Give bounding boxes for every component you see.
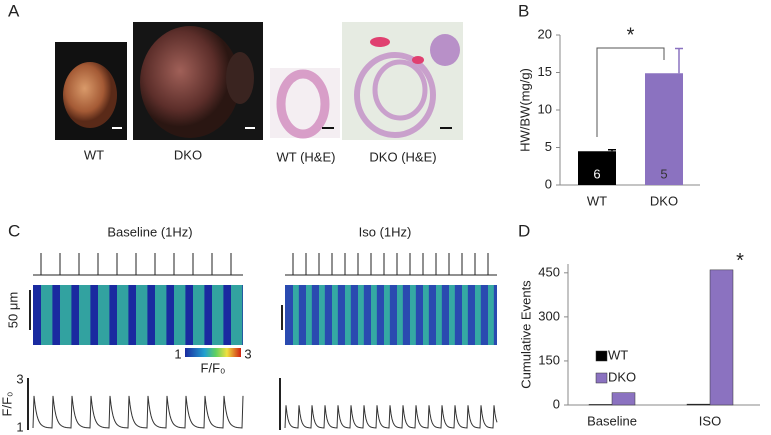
bar	[686, 403, 711, 406]
legend-label: DKO	[608, 369, 636, 384]
panel-label: A	[8, 1, 20, 20]
y-tick-label: 0	[545, 176, 552, 191]
y-tick-label: 450	[538, 264, 560, 279]
y-tick-label: 150	[538, 352, 560, 367]
n-label: 5	[660, 166, 667, 181]
stripe	[449, 285, 455, 345]
stripe	[136, 285, 148, 345]
significance: *	[736, 250, 744, 272]
trace-tick: 3	[16, 371, 23, 386]
significance-bracket	[596, 47, 665, 137]
legend-swatch	[595, 372, 608, 384]
trace	[284, 405, 498, 429]
bar	[611, 392, 636, 406]
colorbar-label: 1	[174, 346, 181, 361]
stripe	[423, 285, 429, 345]
stripe	[41, 285, 53, 345]
stripe	[212, 285, 224, 345]
panel-labels: A B C D	[8, 1, 530, 240]
scale-label: 50 μm	[5, 292, 20, 328]
x-tick-label: WT	[587, 193, 607, 208]
colorbar-label: 3	[244, 346, 251, 361]
stripe	[462, 285, 468, 345]
trace	[32, 395, 244, 429]
stripe	[332, 285, 338, 345]
y-tick-label: 15	[538, 64, 552, 79]
stripe	[397, 285, 403, 345]
legend-swatch	[595, 350, 608, 362]
stripe	[345, 285, 351, 345]
stripe	[174, 285, 186, 345]
stripe	[98, 285, 110, 345]
stripe	[293, 285, 299, 345]
linescans	[27, 253, 498, 430]
caption: WT	[84, 147, 104, 162]
caption: WT (H&E)	[277, 149, 336, 164]
photos	[55, 22, 463, 140]
stripe	[193, 285, 205, 345]
stripe	[371, 285, 377, 345]
significance: *	[627, 24, 635, 46]
stripe	[306, 285, 312, 345]
stripe	[358, 285, 364, 345]
trace-title: Baseline (1Hz)	[107, 224, 192, 239]
stripe	[436, 285, 442, 345]
stripe	[79, 285, 91, 345]
bar	[578, 151, 616, 185]
y-tick-label: 20	[538, 26, 552, 41]
bar	[709, 269, 734, 406]
bar	[645, 73, 683, 185]
stripe	[117, 285, 129, 345]
stripe	[155, 285, 167, 345]
y-axis-label: HW/BW(mg/g)	[517, 68, 532, 152]
trace-title: Iso (1Hz)	[359, 224, 412, 239]
stripe	[475, 285, 481, 345]
y-tick-label: 0	[553, 396, 560, 411]
x-tick-label: Baseline	[587, 413, 637, 428]
y-axis-label: Cumulative Events	[518, 280, 533, 389]
stripe	[60, 285, 72, 345]
stripe	[319, 285, 325, 345]
trace-tick: 1	[16, 419, 23, 434]
x-tick-label: ISO	[699, 413, 721, 428]
panel-label: B	[518, 1, 529, 20]
y-tick-label: 300	[538, 308, 560, 323]
trace-axis-label: F/F₀	[0, 392, 14, 417]
stripe	[410, 285, 416, 345]
stripe	[488, 285, 494, 345]
y-tick-label: 10	[538, 101, 552, 116]
stripe	[384, 285, 390, 345]
legend-label: WT	[608, 347, 628, 362]
caption: DKO	[174, 147, 202, 162]
n-label: 6	[593, 166, 600, 181]
panel-label: D	[518, 221, 530, 240]
stripe	[231, 285, 243, 345]
bar	[588, 404, 613, 406]
y-tick-label: 5	[545, 139, 552, 154]
colorbar-label: F/F₀	[201, 360, 226, 375]
caption: DKO (H&E)	[369, 149, 436, 164]
x-tick-label: DKO	[650, 193, 678, 208]
panel-label: C	[8, 221, 20, 240]
